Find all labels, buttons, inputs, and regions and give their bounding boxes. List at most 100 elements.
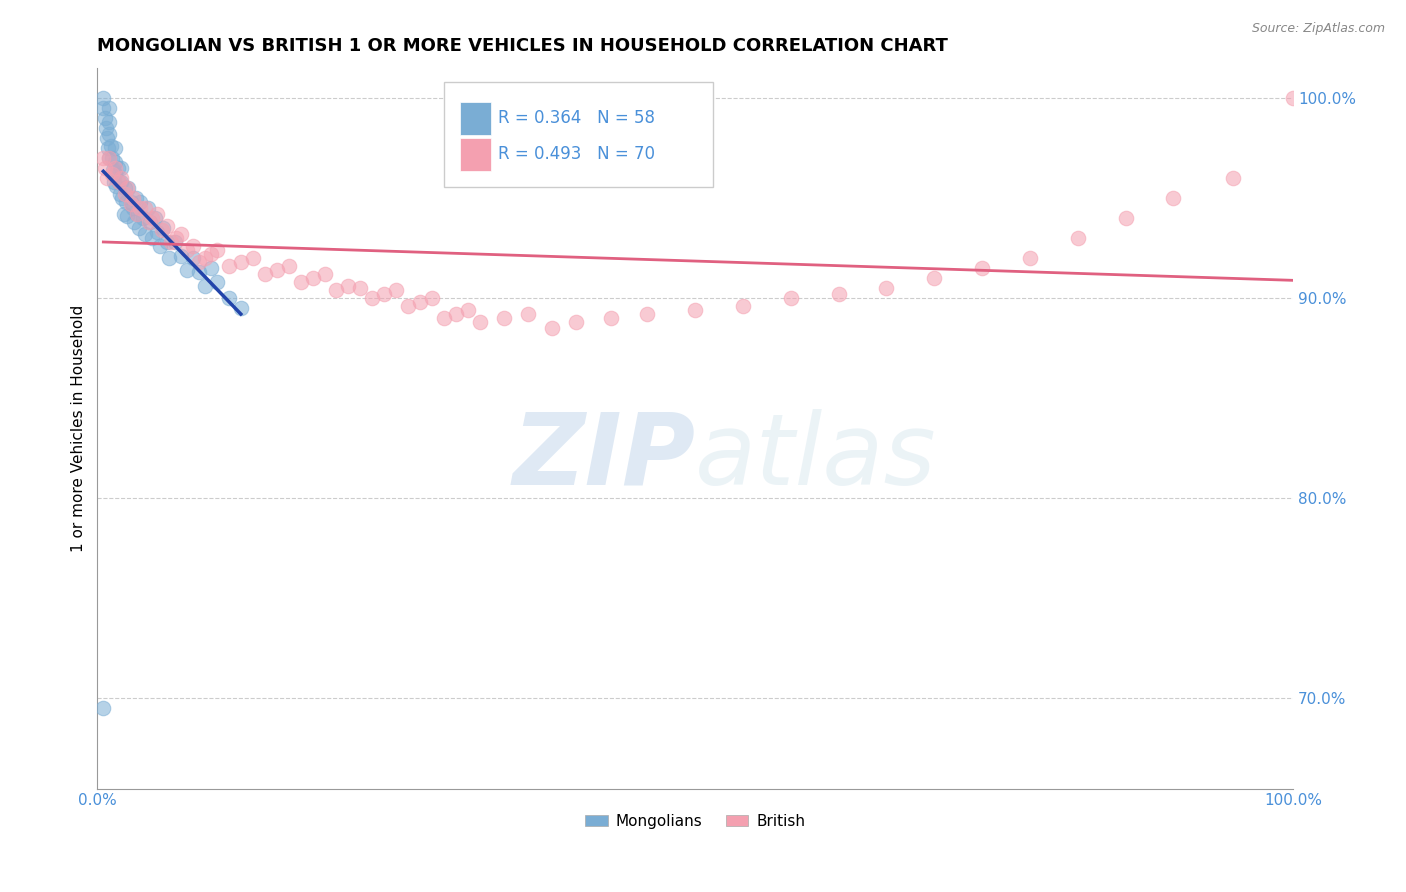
Point	[98, 101, 121, 115]
Point	[96, 131, 118, 145]
Text: atlas: atlas	[695, 409, 936, 506]
Point	[150, 223, 173, 237]
Point	[385, 283, 408, 297]
Point	[229, 255, 252, 269]
Point	[105, 179, 128, 194]
Point	[136, 201, 159, 215]
Point	[146, 225, 169, 239]
Text: R = 0.364   N = 58: R = 0.364 N = 58	[498, 110, 655, 128]
Point	[108, 175, 131, 189]
Point	[170, 249, 193, 263]
Point	[516, 307, 538, 321]
Point	[200, 261, 222, 276]
Point	[1115, 211, 1137, 225]
Point	[129, 201, 152, 215]
Point	[139, 215, 162, 229]
Point	[125, 207, 148, 221]
Point	[111, 191, 134, 205]
Point	[924, 271, 946, 285]
Point	[104, 155, 127, 169]
Point	[731, 299, 754, 313]
Point	[242, 251, 264, 265]
Point	[349, 281, 371, 295]
Point	[188, 255, 211, 269]
Point	[176, 263, 198, 277]
Text: ZIP: ZIP	[512, 409, 695, 506]
Point	[138, 215, 160, 229]
Point	[420, 291, 443, 305]
Point	[972, 261, 994, 276]
Point	[122, 201, 145, 215]
Point	[181, 251, 204, 265]
Point	[141, 231, 163, 245]
Point	[875, 281, 897, 295]
Point	[181, 239, 204, 253]
Point	[314, 267, 336, 281]
Point	[115, 195, 138, 210]
Point	[540, 321, 562, 335]
Point	[115, 181, 138, 195]
Point	[110, 175, 132, 189]
Point	[194, 251, 217, 265]
Point	[165, 235, 187, 249]
Point	[253, 267, 276, 281]
Point	[229, 301, 252, 315]
Point	[114, 181, 136, 195]
Point	[301, 271, 323, 285]
Point	[143, 211, 166, 225]
Point	[110, 171, 132, 186]
Point	[98, 151, 121, 165]
Point	[93, 111, 115, 125]
Point	[205, 243, 228, 257]
Point	[91, 91, 114, 105]
Point	[337, 279, 360, 293]
Point	[165, 231, 187, 245]
Point	[128, 221, 150, 235]
FancyBboxPatch shape	[460, 138, 491, 171]
Point	[290, 275, 312, 289]
Point	[468, 315, 491, 329]
Point	[124, 191, 146, 205]
Point	[110, 161, 132, 175]
Point	[156, 219, 179, 233]
Point	[101, 163, 124, 178]
Point	[108, 175, 131, 189]
Point	[266, 263, 288, 277]
Point	[104, 167, 127, 181]
Point	[134, 227, 156, 241]
Point	[91, 151, 114, 165]
FancyBboxPatch shape	[444, 82, 713, 186]
Point	[103, 175, 125, 189]
Point	[114, 187, 136, 202]
Point	[457, 303, 479, 318]
Point	[146, 207, 169, 221]
Point	[433, 311, 456, 326]
FancyBboxPatch shape	[460, 102, 491, 135]
Point	[117, 181, 139, 195]
Point	[325, 283, 347, 297]
Point	[108, 187, 131, 202]
Point	[98, 115, 121, 129]
Point	[277, 259, 299, 273]
Point	[107, 161, 129, 175]
Point	[205, 275, 228, 289]
Point	[104, 141, 127, 155]
Point	[91, 101, 114, 115]
Point	[218, 259, 240, 273]
Y-axis label: 1 or more Vehicles in Household: 1 or more Vehicles in Household	[72, 305, 86, 552]
Point	[444, 307, 467, 321]
Point	[98, 151, 121, 165]
Point	[492, 311, 515, 326]
Text: MONGOLIAN VS BRITISH 1 OR MORE VEHICLES IN HOUSEHOLD CORRELATION CHART: MONGOLIAN VS BRITISH 1 OR MORE VEHICLES …	[97, 37, 948, 55]
Point	[98, 127, 121, 141]
Point	[200, 247, 222, 261]
Legend: Mongolians, British: Mongolians, British	[579, 808, 811, 835]
Text: Source: ZipAtlas.com: Source: ZipAtlas.com	[1251, 22, 1385, 36]
Point	[1019, 251, 1042, 265]
Point	[564, 315, 586, 329]
Point	[1222, 171, 1244, 186]
Point	[91, 701, 114, 715]
Point	[141, 211, 163, 225]
Point	[104, 161, 127, 175]
Point	[600, 311, 623, 326]
